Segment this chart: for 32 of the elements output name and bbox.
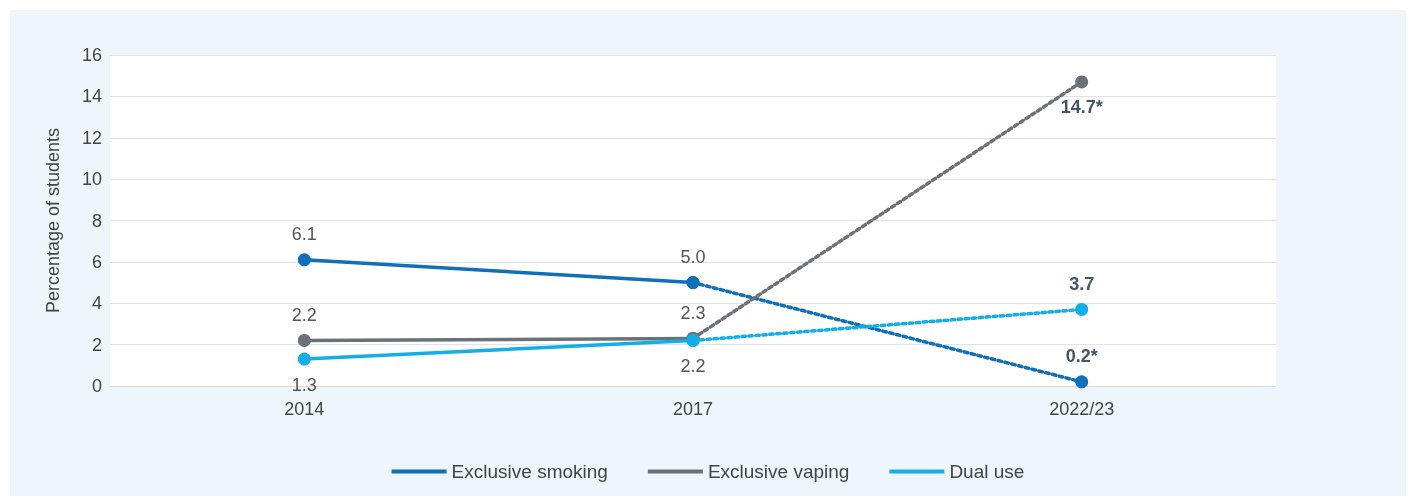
data-label: 0.2*	[1065, 346, 1098, 367]
y-tick-label: 8	[91, 210, 102, 231]
data-label: 3.7	[1069, 273, 1095, 294]
y-axis-title: Percentage of students	[43, 127, 63, 314]
point	[297, 352, 311, 366]
x-tick-label: 2017	[672, 399, 714, 419]
y-tick-label: 16	[81, 45, 102, 65]
y-tick-label: 6	[91, 251, 102, 272]
point	[1075, 75, 1089, 89]
x-tick-label: 2014	[284, 399, 325, 419]
legend-label: Exclusive smoking	[451, 461, 608, 482]
point	[297, 253, 311, 267]
y-tick-label: 2	[91, 334, 102, 355]
y-tick-label: 12	[81, 127, 102, 148]
point	[297, 333, 311, 347]
data-label: 5.0	[680, 247, 706, 268]
data-label: 2.2	[291, 304, 317, 325]
y-tick-label: 10	[81, 169, 102, 190]
y-tick-label: 0	[91, 376, 102, 396]
legend-label: Dual use	[949, 461, 1025, 482]
point	[1075, 375, 1089, 389]
data-label: 2.2	[680, 355, 706, 376]
legend-label: Exclusive vaping	[707, 461, 850, 482]
x-tick-label: 2022/23	[1049, 399, 1115, 419]
point	[1075, 302, 1089, 316]
data-label: 2.3	[680, 302, 706, 323]
point	[686, 276, 700, 290]
y-tick-label: 4	[91, 293, 102, 314]
y-tick-label: 14	[81, 86, 102, 107]
data-label: 6.1	[291, 224, 317, 245]
data-label: 1.3	[291, 374, 317, 395]
data-label: 14.7*	[1060, 97, 1103, 118]
